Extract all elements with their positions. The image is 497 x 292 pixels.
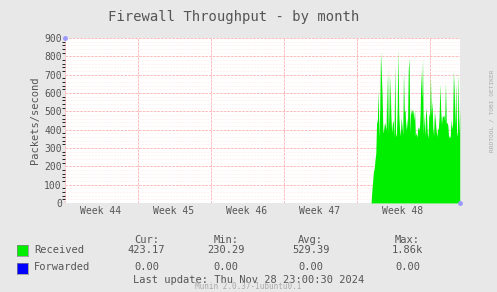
Text: RRDTOOL / TOBI OETIKER: RRDTOOL / TOBI OETIKER bbox=[490, 70, 495, 152]
Text: Received: Received bbox=[34, 245, 84, 255]
Text: 0.00: 0.00 bbox=[298, 262, 323, 272]
Text: 0.00: 0.00 bbox=[395, 262, 420, 272]
Text: 230.29: 230.29 bbox=[207, 245, 245, 255]
Text: 0.00: 0.00 bbox=[214, 262, 239, 272]
Text: Max:: Max: bbox=[395, 235, 420, 245]
Text: 529.39: 529.39 bbox=[292, 245, 330, 255]
Text: Cur:: Cur: bbox=[134, 235, 159, 245]
Text: Forwarded: Forwarded bbox=[34, 262, 90, 272]
Text: Last update: Thu Nov 28 23:00:30 2024: Last update: Thu Nov 28 23:00:30 2024 bbox=[133, 275, 364, 285]
Text: 0.00: 0.00 bbox=[134, 262, 159, 272]
Text: Firewall Throughput - by month: Firewall Throughput - by month bbox=[108, 10, 359, 24]
Y-axis label: Packets/second: Packets/second bbox=[30, 77, 40, 164]
Text: 1.86k: 1.86k bbox=[392, 245, 423, 255]
Text: Avg:: Avg: bbox=[298, 235, 323, 245]
Text: Min:: Min: bbox=[214, 235, 239, 245]
Text: Munin 2.0.37-1ubuntu0.1: Munin 2.0.37-1ubuntu0.1 bbox=[195, 282, 302, 291]
Text: 423.17: 423.17 bbox=[128, 245, 166, 255]
